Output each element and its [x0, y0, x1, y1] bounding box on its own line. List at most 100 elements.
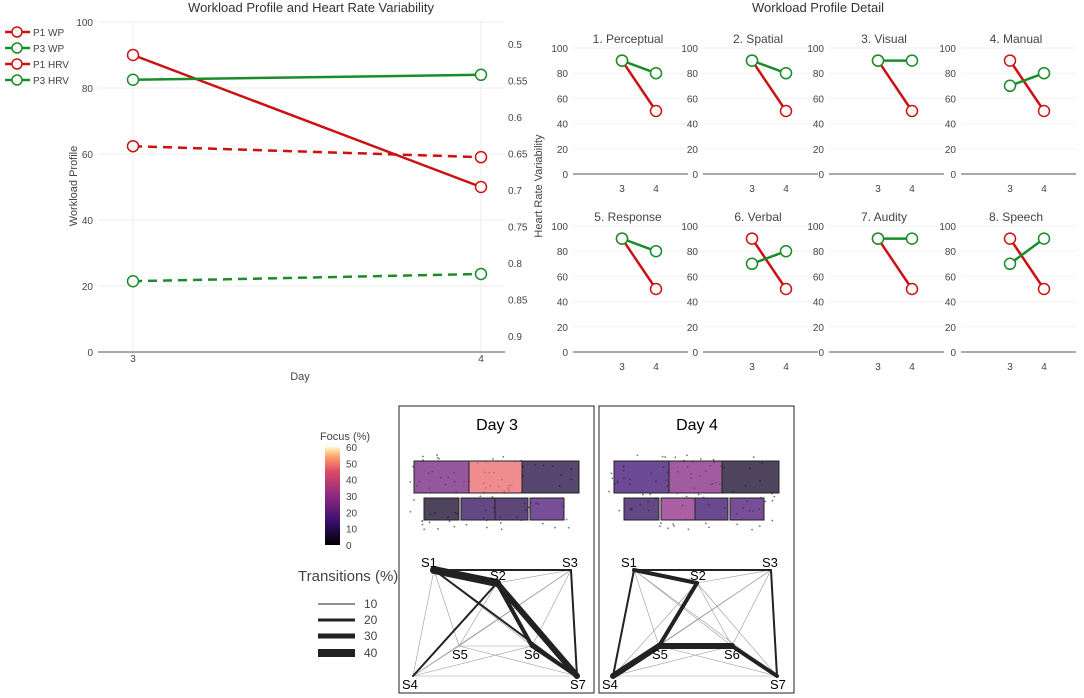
- detail-y-tick: 40: [945, 120, 957, 131]
- aoi-region-s2[interactable]: [468, 460, 523, 494]
- colorbar-tick: 50: [346, 459, 358, 470]
- node-label-s1: S1: [621, 555, 637, 570]
- aoi-region-s1[interactable]: [613, 460, 670, 494]
- detail-panel-title: 4. Manual: [990, 32, 1043, 46]
- detail-y-tick: 20: [557, 323, 569, 334]
- main-legend[interactable]: P1 WP P3 WP P1 HRV P3 HRV: [5, 26, 69, 87]
- gaze-section: Focus (%) 0 10 20 30 40 50 60 Transition…: [298, 405, 795, 694]
- gaze-point: [658, 525, 661, 528]
- detail-y-tick: 60: [945, 94, 957, 105]
- detail-point-p3[interactable]: [615, 232, 629, 245]
- data-point[interactable]: [474, 267, 488, 281]
- detail-point-p1[interactable]: [779, 282, 793, 296]
- transition-edge-faint: [612, 582, 698, 677]
- gaze-point: [618, 509, 621, 512]
- detail-point-p3[interactable]: [745, 257, 759, 271]
- transition-edge-s4-s5: [610, 643, 662, 679]
- detail-y-tick: 20: [813, 323, 825, 334]
- detail-point-p3[interactable]: [1037, 66, 1051, 80]
- aoi-region-s5[interactable]: [460, 497, 496, 521]
- detail-point-p1[interactable]: [905, 282, 919, 296]
- detail-point-p3[interactable]: [1037, 232, 1051, 245]
- detail-point-p3[interactable]: [649, 244, 663, 258]
- detail-point-p1[interactable]: [649, 104, 663, 118]
- gaze-point: [500, 528, 503, 531]
- detail-point-p3[interactable]: [615, 54, 629, 67]
- aoi-region-s1[interactable]: [413, 460, 470, 494]
- gaze-point: [608, 490, 610, 493]
- detail-x-tick: 3: [1007, 184, 1013, 195]
- main-y-right-tick: 0.65: [508, 150, 528, 161]
- detail-y-tick: 40: [557, 120, 569, 131]
- data-point[interactable]: [126, 73, 140, 86]
- data-point[interactable]: [126, 139, 140, 153]
- aoi-region-s3[interactable]: [521, 460, 580, 494]
- legend-item-p3-wp[interactable]: P3 WP: [5, 42, 64, 55]
- detail-point-p3[interactable]: [905, 54, 919, 67]
- detail-y-tick: 100: [807, 222, 824, 233]
- series-line-p3-wp: [132, 73, 482, 81]
- detail-y-tick: 0: [562, 170, 568, 181]
- colorbar-tick: 40: [346, 476, 358, 487]
- detail-point-p1[interactable]: [1037, 104, 1051, 118]
- transition-edge-s2-s7: [494, 580, 580, 679]
- aoi-region-s6[interactable]: [494, 497, 529, 521]
- aoi-region-s4[interactable]: [423, 497, 460, 521]
- detail-y-tick: 0: [818, 170, 824, 181]
- detail-point-p1[interactable]: [1003, 54, 1017, 67]
- detail-point-p3[interactable]: [871, 232, 885, 245]
- detail-panel-title: 2. Spatial: [733, 32, 783, 46]
- detail-point-p1[interactable]: [1003, 232, 1017, 245]
- detail-point-p1[interactable]: [1037, 282, 1051, 296]
- detail-point-p3[interactable]: [779, 66, 793, 80]
- detail-point-p1[interactable]: [905, 104, 919, 118]
- gaze-point: [436, 456, 439, 459]
- detail-line-p1: [620, 237, 658, 290]
- detail-point-p3[interactable]: [871, 54, 885, 67]
- aoi-region-s5[interactable]: [660, 497, 696, 521]
- node-label-s7: S7: [570, 677, 586, 692]
- gaze-point: [611, 477, 614, 480]
- main-y-right-tick: 0.8: [508, 259, 522, 270]
- data-point[interactable]: [126, 275, 140, 288]
- data-point[interactable]: [126, 48, 140, 62]
- detail-panel-title: 3. Visual: [861, 32, 907, 46]
- day4-title: Day 4: [676, 417, 718, 434]
- detail-point-p3[interactable]: [1003, 79, 1017, 93]
- gaze-point: [436, 454, 438, 456]
- aoi-region-s3[interactable]: [721, 460, 780, 494]
- main-y-left-tick: 80: [82, 84, 94, 95]
- data-point[interactable]: [474, 150, 488, 164]
- detail-point-p1[interactable]: [779, 104, 793, 118]
- day4-transition-edges: [610, 568, 779, 679]
- detail-point-p3[interactable]: [779, 244, 793, 258]
- detail-point-p3[interactable]: [1003, 257, 1017, 271]
- aoi-region-s2[interactable]: [668, 460, 723, 494]
- legend-swatch-marker: [11, 74, 23, 86]
- detail-y-tick: 20: [813, 145, 825, 156]
- detail-y-tick: 20: [945, 145, 957, 156]
- data-point[interactable]: [474, 68, 488, 82]
- series-p3-hrv: [126, 267, 488, 288]
- legend-item-p1-wp[interactable]: P1 WP: [5, 26, 64, 39]
- data-point[interactable]: [474, 180, 488, 194]
- day4-frame: [598, 405, 795, 694]
- day4-node-labels: S1 S2 S3 S4 S5 S6 S7: [602, 555, 786, 692]
- legend-item-p3-hrv[interactable]: P3 HRV: [5, 74, 69, 87]
- detail-point-p3[interactable]: [649, 66, 663, 80]
- legend-swatch-marker: [11, 42, 23, 54]
- series-line-p1-wp: [132, 53, 482, 189]
- detail-line-p1: [750, 237, 788, 290]
- detail-point-p1[interactable]: [649, 282, 663, 296]
- aoi-region-s6[interactable]: [694, 497, 729, 521]
- aoi-region-s4[interactable]: [623, 497, 660, 521]
- gaze-point: [736, 523, 739, 526]
- transition-edge-faint: [458, 645, 578, 677]
- detail-point-p1[interactable]: [745, 232, 759, 245]
- main-x-tick-3: 3: [130, 354, 136, 365]
- detail-point-p3[interactable]: [905, 232, 919, 245]
- aoi-region-s7[interactable]: [729, 497, 765, 521]
- aoi-region-s7[interactable]: [529, 497, 565, 521]
- legend-item-p1-hrv[interactable]: P1 HRV: [5, 58, 69, 71]
- detail-point-p3[interactable]: [745, 54, 759, 67]
